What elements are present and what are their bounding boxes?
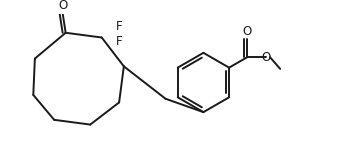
Text: O: O — [262, 51, 271, 64]
Text: F: F — [116, 35, 123, 48]
Text: F: F — [116, 20, 123, 33]
Text: O: O — [58, 0, 67, 12]
Text: O: O — [243, 25, 252, 38]
